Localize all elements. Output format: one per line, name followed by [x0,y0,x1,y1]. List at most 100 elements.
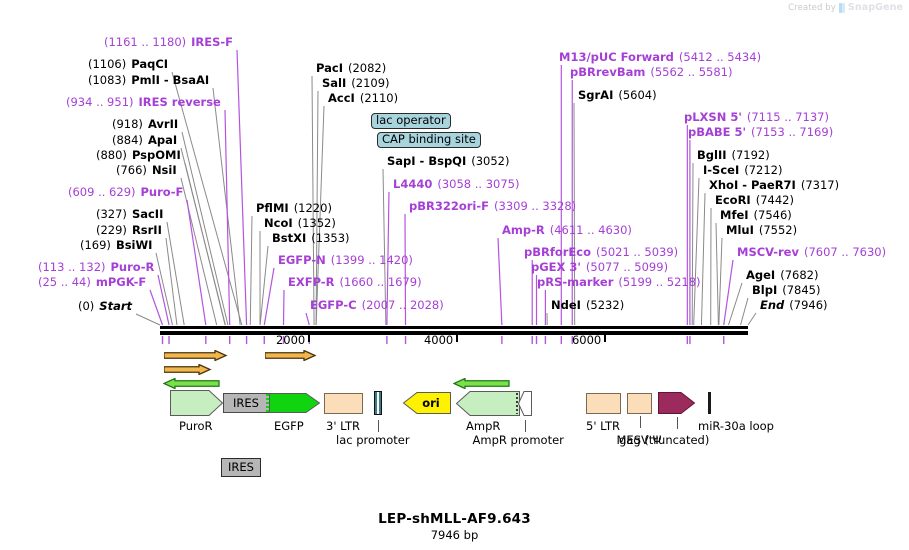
annotation-label-pbabe-5[interactable]: pBABE 5' (7153 .. 7169) [688,126,833,138]
annotation-position: (7442) [755,193,794,207]
annotation-position: (2007 .. 2028) [361,298,444,312]
annotation-position: (5199 .. 5218) [618,275,701,289]
annotation-label-acci[interactable]: AccI (2110) [328,92,398,104]
feature-egfp[interactable] [269,393,321,413]
annotation-label-sapi-bspqi[interactable]: SapI - BspQI (3052) [387,155,509,167]
annotation-label-sacii[interactable]: (327) SacII [96,208,163,220]
feature-gag-truncated[interactable] [658,392,696,414]
annotation-label-mscv-rev[interactable]: MSCV-rev (7607 .. 7630) [737,246,886,258]
feature-mir-30a-loop[interactable] [708,392,711,414]
annotation-label-egfp-c[interactable]: EGFP-C (2007 .. 2028) [310,299,444,311]
feature-label-3-ltr: 3' LTR [326,419,360,433]
leader-line [700,192,706,326]
feature-ires-segment[interactable]: IRES [223,393,269,413]
annotation-label-mlui[interactable]: MluI (7552) [726,224,797,236]
page-title: LEP-shMLL-AF9.643 [378,511,531,527]
chip-lac-operator[interactable]: lac operator [371,113,451,129]
primer-arrow[interactable] [163,378,220,389]
annotation-label-ecori[interactable]: EcoRI (7442) [715,194,794,206]
annotation-label-sali[interactable]: SalI (2109) [322,77,390,89]
annotation-label-l4440[interactable]: L4440 (3058 .. 3075) [393,178,519,190]
annotation-label-rsrii[interactable]: (229) RsrII [96,224,162,236]
feature-puror[interactable] [170,390,224,416]
annotation-name: Puro-R [110,260,155,274]
feature-lac-promoter[interactable] [374,391,382,415]
annotation-name: EXFP-R [288,275,335,289]
annotation-name: pBABE 5' [688,125,747,139]
annotation-label-xhoi-paer7i[interactable]: XhoI - PaeR7I (7317) [709,179,839,191]
annotation-label-ncoi[interactable]: NcoI (1352) [264,217,336,229]
annotation-name: ApaI [147,133,178,147]
feature-arrow-shape [658,392,696,414]
annotation-label-ires-f[interactable]: (1161 .. 1180) IRES-F [104,36,233,48]
annotation-label-prs-marker[interactable]: pRS-marker (5199 .. 5218) [537,276,701,288]
annotation-label-start[interactable]: (0) Start [78,300,132,312]
primer-shape [164,350,228,361]
annotation-label-mpgk-f[interactable]: (25 .. 44) mPGK-F [38,276,146,288]
annotation-name: Puro-F [140,185,184,199]
annotation-position: (5412 .. 5434) [678,50,762,64]
primer-arrow[interactable] [453,378,510,389]
watermark-brand: SnapGene [847,2,903,13]
annotation-label-puro-f[interactable]: (609 .. 629) Puro-F [68,186,183,198]
annotation-label-pmli-bsaai[interactable]: (1083) PmlI - BsaAI [88,74,209,86]
annotation-label-i-scei[interactable]: I-SceI (7212) [703,164,782,176]
leader-line [249,215,253,326]
feature-3-ltr[interactable] [324,393,363,414]
ruler-tick [603,335,606,342]
annotation-position: (918) [112,117,143,131]
annotation-label-sgrai[interactable]: SgrAI (5604) [578,89,657,101]
leader-line [718,237,723,326]
annotation-label-plxsn-5[interactable]: pLXSN 5' (7115 .. 7137) [684,111,829,123]
annotation-name: AvrII [147,117,179,131]
annotation-label-pbbrevbam[interactable]: pBRrevBam (5562 .. 5581) [570,66,732,78]
annotation-position: (609 .. 629) [68,185,136,199]
annotation-label-puro-r[interactable]: (113 .. 132) Puro-R [38,261,154,273]
annotation-label-amp-r[interactable]: Amp-R (4611 .. 4630) [502,224,632,236]
feature-ori[interactable]: ori [402,392,451,414]
annotation-label-bsiwi[interactable]: (169) BsiWI [80,239,152,251]
feature-mesv-psi[interactable] [627,393,652,414]
annotation-label-blpi[interactable]: BlpI (7845) [752,284,820,296]
annotation-label-ires-reverse[interactable]: (934 .. 951) IRES reverse [66,96,221,108]
annotation-position: (1106) [88,57,127,71]
feature-5-ltr[interactable] [586,393,621,414]
annotation-label-paci[interactable]: PacI (2082) [316,62,386,74]
annotation-label-apai[interactable]: (884) ApaI [112,134,177,146]
annotation-position: (3309 .. 3328) [494,199,577,213]
annotation-label-mfei[interactable]: MfeI (7546) [720,209,792,221]
annotation-label-pgex-3[interactable]: pGEX 3' (5077 .. 5099) [531,261,668,273]
annotation-label-exfp-r[interactable]: EXFP-R (1660 .. 1679) [288,276,422,288]
leader-line [236,49,248,326]
annotation-name: BstXI [272,231,307,245]
annotation-label-pbr322ori-f[interactable]: pBR322ori-F (3309 .. 3328) [409,200,576,212]
feature-ampr-promoter[interactable] [517,391,532,416]
feature-ampr[interactable] [455,391,520,416]
primer-arrow[interactable] [265,350,317,361]
chip-cap-binding-site[interactable]: CAP binding site [377,132,481,148]
annotation-label-bstxi[interactable]: BstXI (1353) [272,232,350,244]
primer-arrow[interactable] [164,350,228,361]
feature-stem [639,416,641,428]
annotation-label-ndei[interactable]: NdeI (5232) [551,299,624,311]
annotation-label-egfp-n[interactable]: EGFP-N (1399 .. 1420) [278,254,413,266]
annotation-label-avrii[interactable]: (918) AvrII [112,118,178,130]
leader-line [315,90,319,326]
primer-arrow[interactable] [164,364,212,375]
annotation-label-pflmi[interactable]: PflMI (1220) [256,202,332,214]
annotation-position: (7192) [731,148,770,162]
annotation-label-bglii[interactable]: BglII (7192) [697,149,770,161]
annotation-label-nsii[interactable]: (766) NsiI [116,164,177,176]
annotation-label-pspomi[interactable]: (880) PspOMI [96,149,181,161]
annotation-label-end[interactable]: End (7946) [760,299,828,311]
annotation-label-paqci[interactable]: (1106) PaqCI [88,58,168,70]
annotation-label-m13-puc-fwd[interactable]: M13/pUC Forward (5412 .. 5434) [559,51,761,63]
annotation-name: End [760,298,785,312]
leader-line [386,191,390,326]
feature-arrow-shape [517,391,532,416]
annotation-label-agei[interactable]: AgeI (7682) [746,269,818,281]
feature-label-egfp: EGFP [274,419,304,433]
leader-line [166,221,185,326]
annotation-label-pbrforeco[interactable]: pBRforEco (5021 .. 5039) [524,246,678,258]
leader-line [157,274,170,326]
